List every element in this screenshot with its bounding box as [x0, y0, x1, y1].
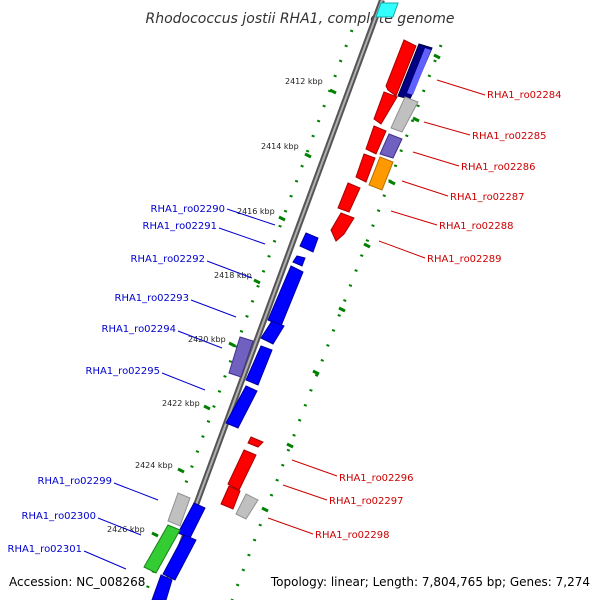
kbp-tick-2418: 2418 kbp: [214, 271, 252, 280]
gene-RHA1_ro02289[interactable]: [330, 212, 355, 242]
gene-label-RHA1_ro02298[interactable]: RHA1_ro02298: [315, 530, 390, 541]
gene-RHA1_ro02287[interactable]: [355, 153, 394, 191]
gene-label-RHA1_ro02297[interactable]: RHA1_ro02297: [329, 496, 404, 507]
gene-label-RHA1_ro02289[interactable]: RHA1_ro02289: [427, 254, 502, 265]
kbp-tick-2420: 2420 kbp: [188, 335, 226, 344]
gene-label-RHA1_ro02296[interactable]: RHA1_ro02296: [339, 473, 414, 484]
gene-label-RHA1_ro02293[interactable]: RHA1_ro02293: [115, 293, 190, 304]
gene-label-RHA1_ro02287[interactable]: RHA1_ro02287: [450, 192, 525, 203]
kbp-tick-2412: 2412 kbp: [285, 77, 323, 86]
gene-label-RHA1_ro02286[interactable]: RHA1_ro02286: [461, 162, 536, 173]
topology-text: Topology: linear; Length: 7,804,765 bp; …: [270, 575, 590, 589]
gene-RHA1_ro02297[interactable]: [227, 449, 257, 491]
gene-RHA1_ro02291[interactable]: [292, 255, 306, 267]
kbp-ticks: 2412 kbp 2414 kbp 2416 kbp 2418 kbp 2420…: [107, 53, 441, 538]
gene-RHA1_ro02298[interactable]: [220, 485, 259, 520]
accession-text: Accession: NC_008268: [9, 575, 145, 589]
gene-RHA1_ro02294[interactable]: [228, 336, 273, 386]
gene-RHA1_ro02299[interactable]: [167, 492, 206, 539]
gene-cyan-top[interactable]: [375, 2, 399, 18]
kbp-tick-2414: 2414 kbp: [261, 142, 299, 151]
gene-label-RHA1_ro02300[interactable]: RHA1_ro02300: [22, 511, 97, 522]
gene-RHA1_ro02286[interactable]: [365, 125, 403, 159]
gene-label-RHA1_ro02295[interactable]: RHA1_ro02295: [86, 366, 161, 377]
gene-RHA1_ro02285[interactable]: [373, 91, 419, 133]
gene-label-RHA1_ro02284[interactable]: RHA1_ro02284: [487, 90, 562, 101]
gene-RHA1_ro02301[interactable]: [151, 574, 173, 600]
gene-RHA1_ro02293[interactable]: [260, 320, 285, 345]
gene-label-RHA1_ro02292[interactable]: RHA1_ro02292: [131, 254, 206, 265]
gene-RHA1_ro02300[interactable]: [143, 524, 197, 581]
kbp-tick-2422: 2422 kbp: [162, 399, 200, 408]
gene-label-RHA1_ro02288[interactable]: RHA1_ro02288: [439, 221, 514, 232]
genome-backbone: [158, 0, 385, 600]
left-gene-labels: RHA1_ro02290 RHA1_ro02291 RHA1_ro02292 R…: [8, 204, 276, 570]
kbp-tick-2424: 2424 kbp: [135, 461, 173, 470]
gene-RHA1_ro02296[interactable]: [247, 436, 264, 448]
gene-RHA1_ro02288[interactable]: [337, 182, 361, 213]
gene-label-RHA1_ro02285[interactable]: RHA1_ro02285: [472, 131, 547, 142]
gene-RHA1_ro02284-forward[interactable]: [385, 39, 433, 100]
gene-RHA1_ro02295[interactable]: [225, 385, 258, 429]
gene-label-RHA1_ro02291[interactable]: RHA1_ro02291: [143, 221, 218, 232]
gene-label-RHA1_ro02299[interactable]: RHA1_ro02299: [38, 476, 113, 487]
kbp-tick-2416: 2416 kbp: [237, 207, 275, 216]
gene-label-RHA1_ro02301[interactable]: RHA1_ro02301: [8, 544, 83, 555]
right-gene-labels: RHA1_ro02284 RHA1_ro02285 RHA1_ro02286 R…: [267, 79, 562, 541]
map-title: Rhodococcus jostii RHA1, complete genome: [145, 11, 454, 27]
gene-label-RHA1_ro02290[interactable]: RHA1_ro02290: [151, 204, 226, 215]
gene-RHA1_ro02290[interactable]: [299, 232, 319, 253]
gene-label-RHA1_ro02294[interactable]: RHA1_ro02294: [102, 324, 177, 335]
